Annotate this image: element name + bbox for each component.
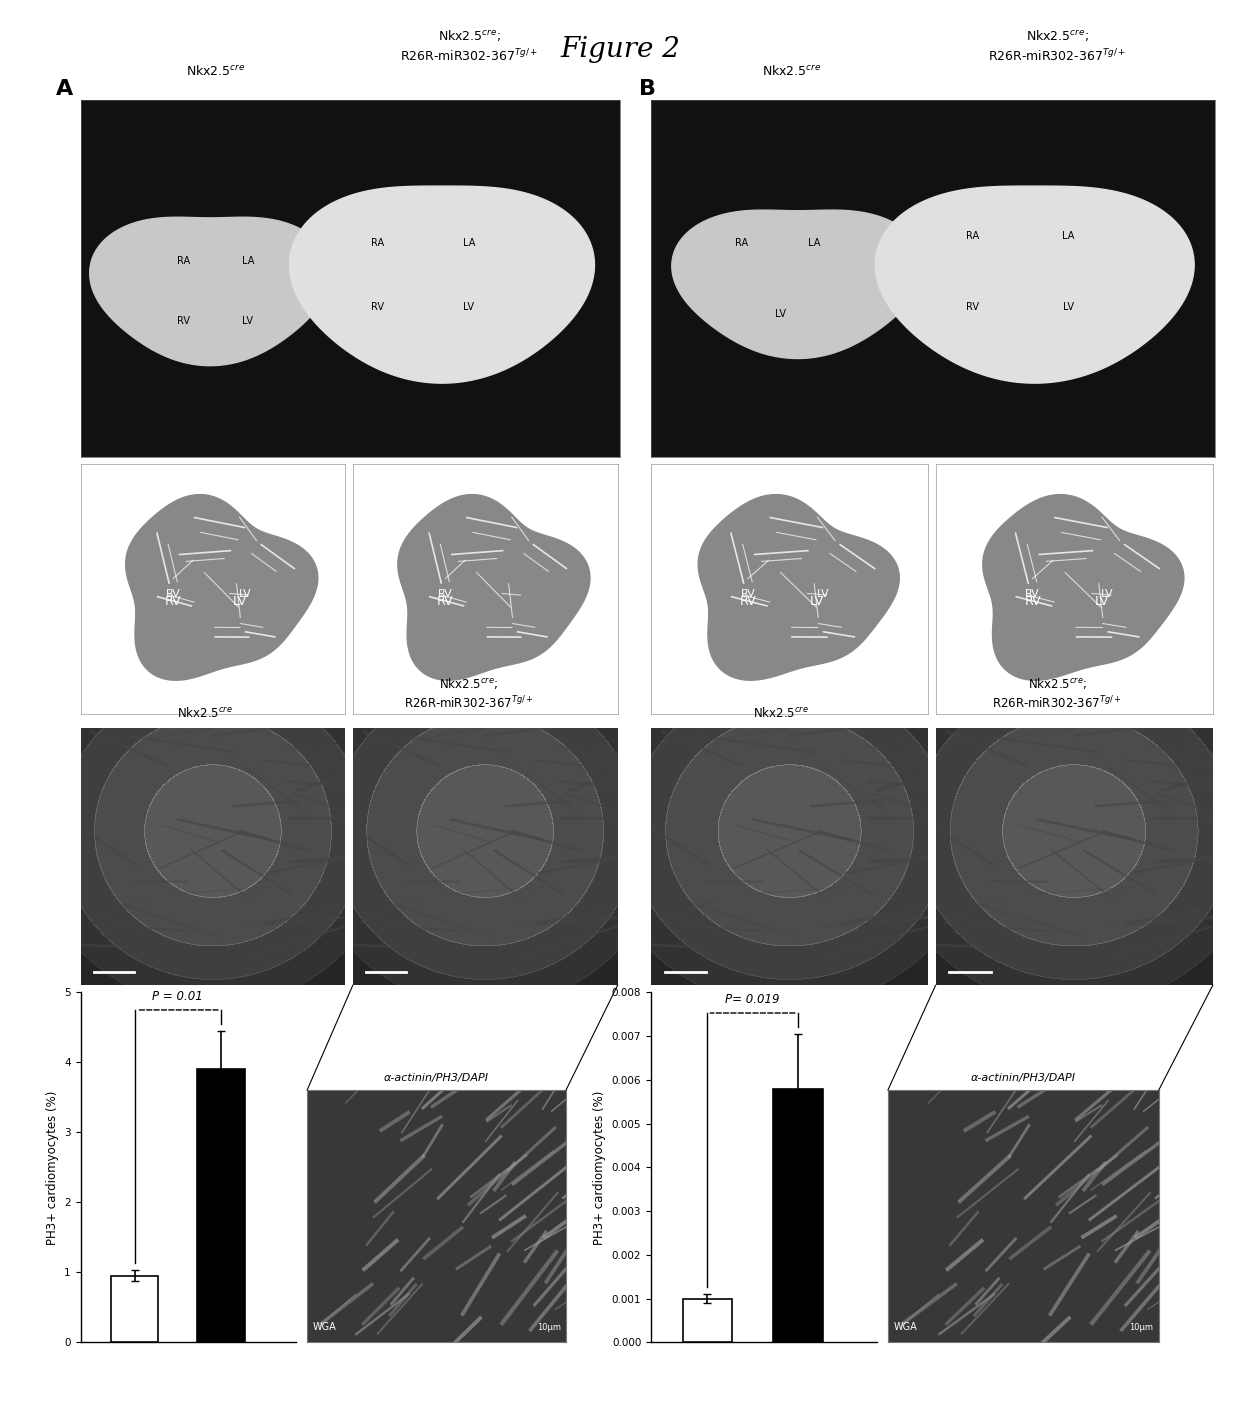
Polygon shape — [125, 494, 317, 680]
Text: LV: LV — [1063, 301, 1074, 313]
Text: RV: RV — [1024, 595, 1040, 608]
Text: RV: RV — [165, 595, 181, 608]
Legend: Nkx2.5$^{cre}$, Nkx2.5$^{cre}$:R26R-miR302-367$^{Tg/+}$: Nkx2.5$^{cre}$, Nkx2.5$^{cre}$:R26R-miR3… — [312, 1225, 497, 1257]
Text: RA: RA — [176, 256, 190, 266]
Text: RV: RV — [966, 301, 980, 313]
Polygon shape — [89, 217, 330, 366]
Text: LV: LV — [1101, 588, 1114, 600]
Text: Nkx2.5$^{cre}$: Nkx2.5$^{cre}$ — [176, 707, 233, 721]
Text: RA: RA — [735, 237, 748, 248]
Text: Nkx2.5$^{cre}$;
R26R-miR302-367$^{Tg/+}$: Nkx2.5$^{cre}$; R26R-miR302-367$^{Tg/+}$ — [992, 677, 1122, 711]
Legend: Nkx2.5$^{cre}$, Nkx2.5$^{cre}$:R26R-miR302-367$^{Tg/+}$: Nkx2.5$^{cre}$, Nkx2.5$^{cre}$:R26R-miR3… — [893, 1225, 1079, 1257]
Text: Nkx2.5$^{cre}$;
R26R-miR302-367$^{Tg/+}$: Nkx2.5$^{cre}$; R26R-miR302-367$^{Tg/+}$ — [399, 29, 538, 64]
Text: RV: RV — [371, 301, 383, 313]
Text: WGA: WGA — [893, 1322, 918, 1332]
Text: α-actinin/PH3/DAPI: α-actinin/PH3/DAPI — [384, 1072, 489, 1082]
Polygon shape — [133, 503, 310, 673]
Text: LA: LA — [1063, 230, 1075, 241]
Text: P= 0.019: P= 0.019 — [725, 992, 780, 1005]
Polygon shape — [983, 494, 1184, 680]
Text: LV: LV — [816, 588, 830, 600]
Text: RV: RV — [166, 588, 181, 600]
Text: RV: RV — [740, 588, 755, 600]
Polygon shape — [672, 210, 924, 358]
Text: Nkx2.5$^{cre}$: Nkx2.5$^{cre}$ — [753, 707, 808, 721]
Text: RV: RV — [176, 316, 190, 327]
Bar — [682, 1298, 733, 1342]
Text: LV: LV — [1095, 595, 1109, 608]
Text: LV: LV — [238, 588, 250, 600]
Polygon shape — [289, 186, 594, 383]
Text: LA: LA — [242, 256, 254, 266]
Text: LV: LV — [810, 595, 825, 608]
Text: A: A — [56, 79, 73, 99]
Text: Nkx2.5$^{cre}$;
R26R-miR302-367$^{Tg/+}$: Nkx2.5$^{cre}$; R26R-miR302-367$^{Tg/+}$ — [404, 677, 534, 711]
Text: Nkx2.5$^{cre}$: Nkx2.5$^{cre}$ — [763, 64, 822, 79]
Text: LV: LV — [775, 308, 786, 320]
Text: 10μm: 10μm — [537, 1324, 560, 1332]
Text: α-actinin/PH3/DAPI: α-actinin/PH3/DAPI — [971, 1072, 1076, 1082]
Text: LA: LA — [808, 237, 821, 248]
Y-axis label: PH3+ cardiomyocytes (%): PH3+ cardiomyocytes (%) — [46, 1090, 58, 1245]
Text: RA: RA — [966, 230, 980, 241]
Text: LV: LV — [242, 316, 253, 327]
Text: LA: LA — [463, 237, 475, 248]
Bar — [197, 1070, 244, 1342]
Bar — [773, 1088, 822, 1342]
Polygon shape — [875, 186, 1194, 383]
Text: LV: LV — [464, 301, 475, 313]
Text: RV: RV — [438, 588, 453, 600]
Text: Figure 2: Figure 2 — [560, 36, 680, 63]
Text: WGA: WGA — [312, 1322, 336, 1332]
Polygon shape — [398, 494, 590, 680]
Text: LV: LV — [232, 595, 247, 608]
Text: Nkx2.5$^{cre}$: Nkx2.5$^{cre}$ — [186, 64, 246, 79]
Polygon shape — [698, 494, 899, 680]
Text: RV: RV — [1025, 588, 1040, 600]
Y-axis label: PH3+ cardiomyocytes (%): PH3+ cardiomyocytes (%) — [593, 1090, 606, 1245]
Polygon shape — [405, 503, 582, 673]
Text: B: B — [639, 79, 656, 99]
Polygon shape — [706, 503, 892, 673]
Text: RV: RV — [438, 595, 454, 608]
Text: Nkx2.5$^{cre}$;
R26R-miR302-367$^{Tg/+}$: Nkx2.5$^{cre}$; R26R-miR302-367$^{Tg/+}$ — [988, 29, 1126, 64]
Text: P = 0.01: P = 0.01 — [153, 990, 203, 1002]
Polygon shape — [991, 503, 1176, 673]
Bar — [110, 1275, 159, 1342]
Text: RV: RV — [740, 595, 756, 608]
Text: RA: RA — [371, 237, 384, 248]
Text: 10μm: 10μm — [1130, 1324, 1153, 1332]
